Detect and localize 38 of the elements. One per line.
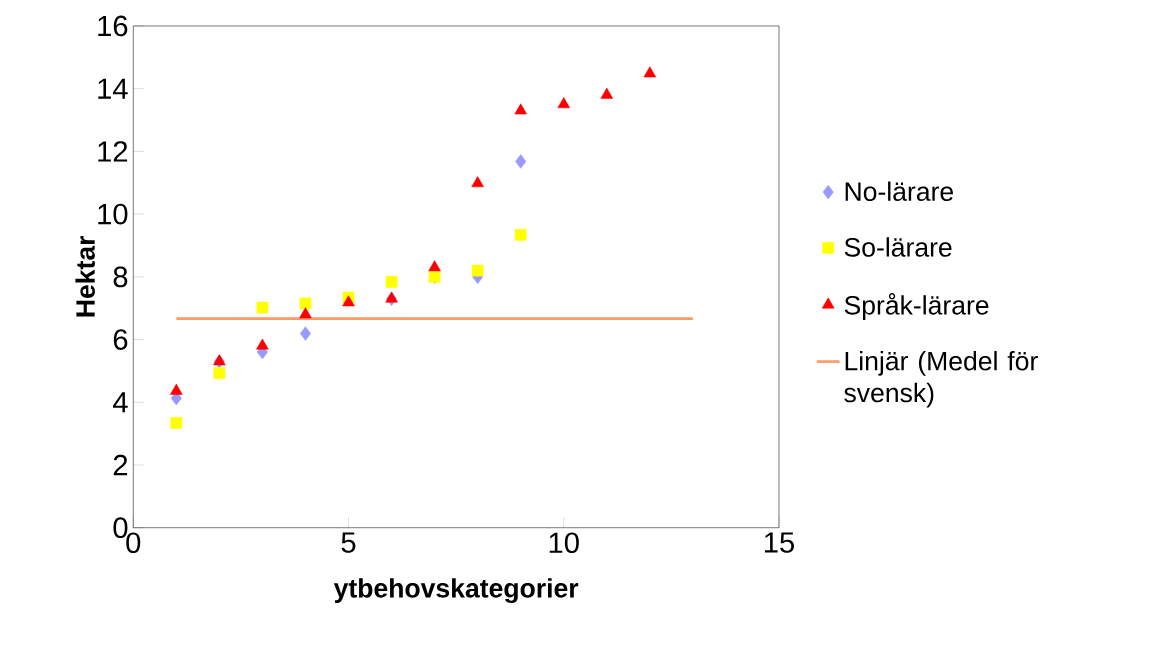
point [514,103,527,115]
point [557,97,570,108]
legend-label: Linjär (Medel för svensk) [844,350,1038,408]
point [299,297,312,310]
point [514,228,527,241]
y-axis-title: Hektar [75,235,95,317]
y-tick-label: 6 [113,329,128,350]
y-tick-label: 4 [112,392,128,413]
y-tick-label: 2 [113,454,128,476]
point [385,275,398,288]
point [600,87,614,99]
y-tick-label: 10 [98,203,128,225]
legend-label: Språk-lärare [844,292,989,320]
y-tick-label: 14 [98,78,128,99]
point [170,417,183,429]
y-tick-label: 8 [113,266,128,288]
y-tick-label: 16 [98,15,128,37]
point [515,154,527,169]
legend-label: No-lärare [845,181,953,201]
x-axis-title: ytbehovskategorier [333,578,579,603]
y-tick-label: 0 [113,517,128,538]
x-tick-label: 5 [341,532,356,553]
point [342,295,355,307]
point [299,307,312,319]
x-tick-label: 10 [549,532,579,553]
point [428,260,441,272]
point [471,176,484,187]
y-tick-label: 12 [98,141,128,162]
point [170,383,183,395]
legend-label: So-lärare [844,237,952,257]
point [256,301,269,314]
point [471,264,484,277]
x-tick-label: 15 [764,532,794,553]
point [256,338,269,350]
point [213,367,226,379]
x-tick-label: 0 [126,532,141,553]
point [643,66,657,78]
point [300,326,311,341]
